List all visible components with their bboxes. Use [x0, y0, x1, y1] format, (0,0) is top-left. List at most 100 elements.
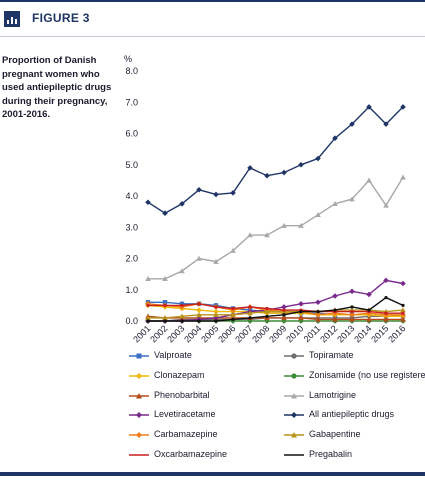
series-pregabalin-point	[248, 316, 252, 320]
series-all-antiepileptic-drugs-point	[213, 191, 219, 198]
series-levetiracetame-point	[349, 288, 355, 295]
series-all-antiepileptic-drugs-point	[349, 121, 355, 127]
series-oxcarbamazepine-point	[146, 303, 150, 307]
series-lamotrigine-point	[315, 211, 321, 217]
legend-label: Pregabalin	[309, 449, 353, 459]
y-axis-label: %	[124, 54, 132, 64]
series-lamotrigine-point	[264, 232, 270, 238]
series-oxcarbamazepine-point	[282, 308, 286, 312]
legend-label: Levetiracetame	[154, 409, 216, 420]
y-tick-label: 2.0	[125, 254, 138, 264]
legend-swatch	[129, 432, 149, 439]
series-phenobarbital-point	[366, 316, 372, 322]
legend-swatch-marker	[136, 432, 142, 439]
series-oxcarbamazepine-point	[180, 303, 184, 307]
legend-label: Gabapentine	[309, 429, 361, 440]
x-tick-label: 2009	[267, 323, 288, 344]
series-all-antiepileptic-drugs-point	[281, 169, 287, 176]
series-pregabalin-point	[214, 319, 218, 323]
series-all-antiepileptic-drugs-point	[400, 104, 406, 110]
series-levetiracetame-point	[298, 301, 304, 307]
x-tick-label: 2002	[148, 323, 169, 344]
series-levetiracetame-point	[366, 291, 372, 298]
series-oxcarbamazepine-point	[350, 310, 354, 314]
series-all-antiepileptic-drugs-point	[366, 104, 372, 110]
series-lamotrigine-point	[349, 196, 355, 202]
y-tick-label: 5.0	[125, 160, 138, 170]
series-pregabalin-point	[197, 319, 201, 323]
series-gabapentine-point	[247, 310, 253, 316]
series-lamotrigine-point	[332, 201, 338, 207]
series-gabapentine-point	[145, 315, 151, 321]
series-phenobarbital-point	[349, 316, 355, 322]
line-chart: % 0.0 1.0 2.0 3.0 4.0 5.0 6.0 7.0 8.0 200120022003…	[124, 54, 407, 345]
series-all-antiepileptic-drugs-point	[315, 155, 321, 162]
series-all-antiepileptic-drugs-point	[332, 135, 338, 141]
series-pregabalin-point	[350, 305, 354, 309]
figure-header: FIGURE 3	[0, 0, 425, 37]
legend-swatch-marker	[136, 392, 142, 399]
series-carbamazepine-point	[349, 311, 355, 318]
series-oxcarbamazepine-point	[231, 306, 235, 311]
series-oxcarbamazepine-point	[163, 303, 167, 307]
series-all-antiepileptic-drugs-point	[247, 165, 253, 171]
series-all-antiepileptic-drugs-line	[147, 105, 404, 215]
series-phenobarbital-point	[281, 315, 287, 321]
legend-swatch	[284, 432, 304, 438]
x-tick-label: 2005	[199, 323, 220, 344]
series-all-antiepileptic-drugs-point	[162, 210, 168, 216]
x-tick-label: 2008	[250, 323, 271, 344]
legend-swatch	[129, 392, 149, 399]
legend-label: Valproate	[154, 350, 192, 360]
series-phenobarbital-point	[315, 316, 321, 322]
series-phenobarbital-point	[332, 316, 338, 322]
bar-chart-icon	[4, 11, 20, 27]
series-clonazepam-line	[147, 304, 403, 317]
series-oxcarbamazepine-point	[401, 311, 405, 315]
series-all-antiepileptic-drugs-point	[230, 190, 236, 196]
series-clonazepam-point	[213, 308, 219, 315]
series-pregabalin-point	[299, 310, 303, 314]
x-tick-label: 2016	[386, 323, 407, 344]
series-pregabalin-point	[384, 295, 388, 300]
series-levetiracetame-point	[332, 293, 338, 299]
series-oxcarbamazepine-point	[197, 302, 201, 306]
legend-label: Carbamazepine	[154, 429, 218, 440]
legend-swatch	[284, 373, 304, 379]
series-gabapentine-point	[400, 307, 406, 313]
header-top-line	[0, 0, 425, 2]
legend-label: Lamotrigine	[309, 389, 357, 400]
legend-label: Zonisamide (no use registered)	[309, 369, 425, 380]
legend-label: Phenobarbital	[154, 389, 210, 400]
series-gabapentine-point	[213, 311, 219, 317]
legend-swatch	[284, 454, 304, 456]
legend-swatch	[284, 412, 304, 419]
series-lamotrigine-point	[162, 276, 168, 282]
series-pregabalin-point	[333, 308, 337, 312]
series-pregabalin-point	[401, 303, 405, 307]
legend-swatch-marker	[291, 353, 297, 359]
bottom-divider	[0, 472, 425, 476]
legend-swatch	[129, 454, 149, 456]
series-levetiracetame-point	[315, 299, 321, 306]
series-gabapentine-point	[264, 308, 270, 314]
legend-swatch-marker	[291, 412, 297, 419]
series-pregabalin-point	[180, 319, 184, 323]
series-lamotrigine-point	[247, 232, 253, 238]
series-phenobarbital-point	[298, 315, 304, 321]
y-tick-label: 0.0	[125, 316, 138, 326]
y-tick-label: 7.0	[125, 97, 138, 107]
x-tick-label: 2001	[131, 323, 152, 344]
series-all-antiepileptic-drugs-point	[298, 161, 304, 168]
legend-swatch-marker	[291, 392, 297, 399]
legend-swatch-marker	[136, 353, 142, 359]
legend-swatch	[129, 412, 149, 419]
x-tick-label: 2006	[216, 323, 237, 344]
series-phenobarbital-line	[147, 315, 403, 321]
x-tick-label: 2012	[318, 323, 339, 344]
series-pregabalin-point	[367, 308, 371, 312]
legend-swatch-marker	[291, 432, 297, 438]
series-all-antiepileptic-drugs-point	[383, 121, 389, 127]
legend-swatch-marker	[291, 373, 297, 379]
series-levetiracetame-point	[400, 280, 406, 287]
